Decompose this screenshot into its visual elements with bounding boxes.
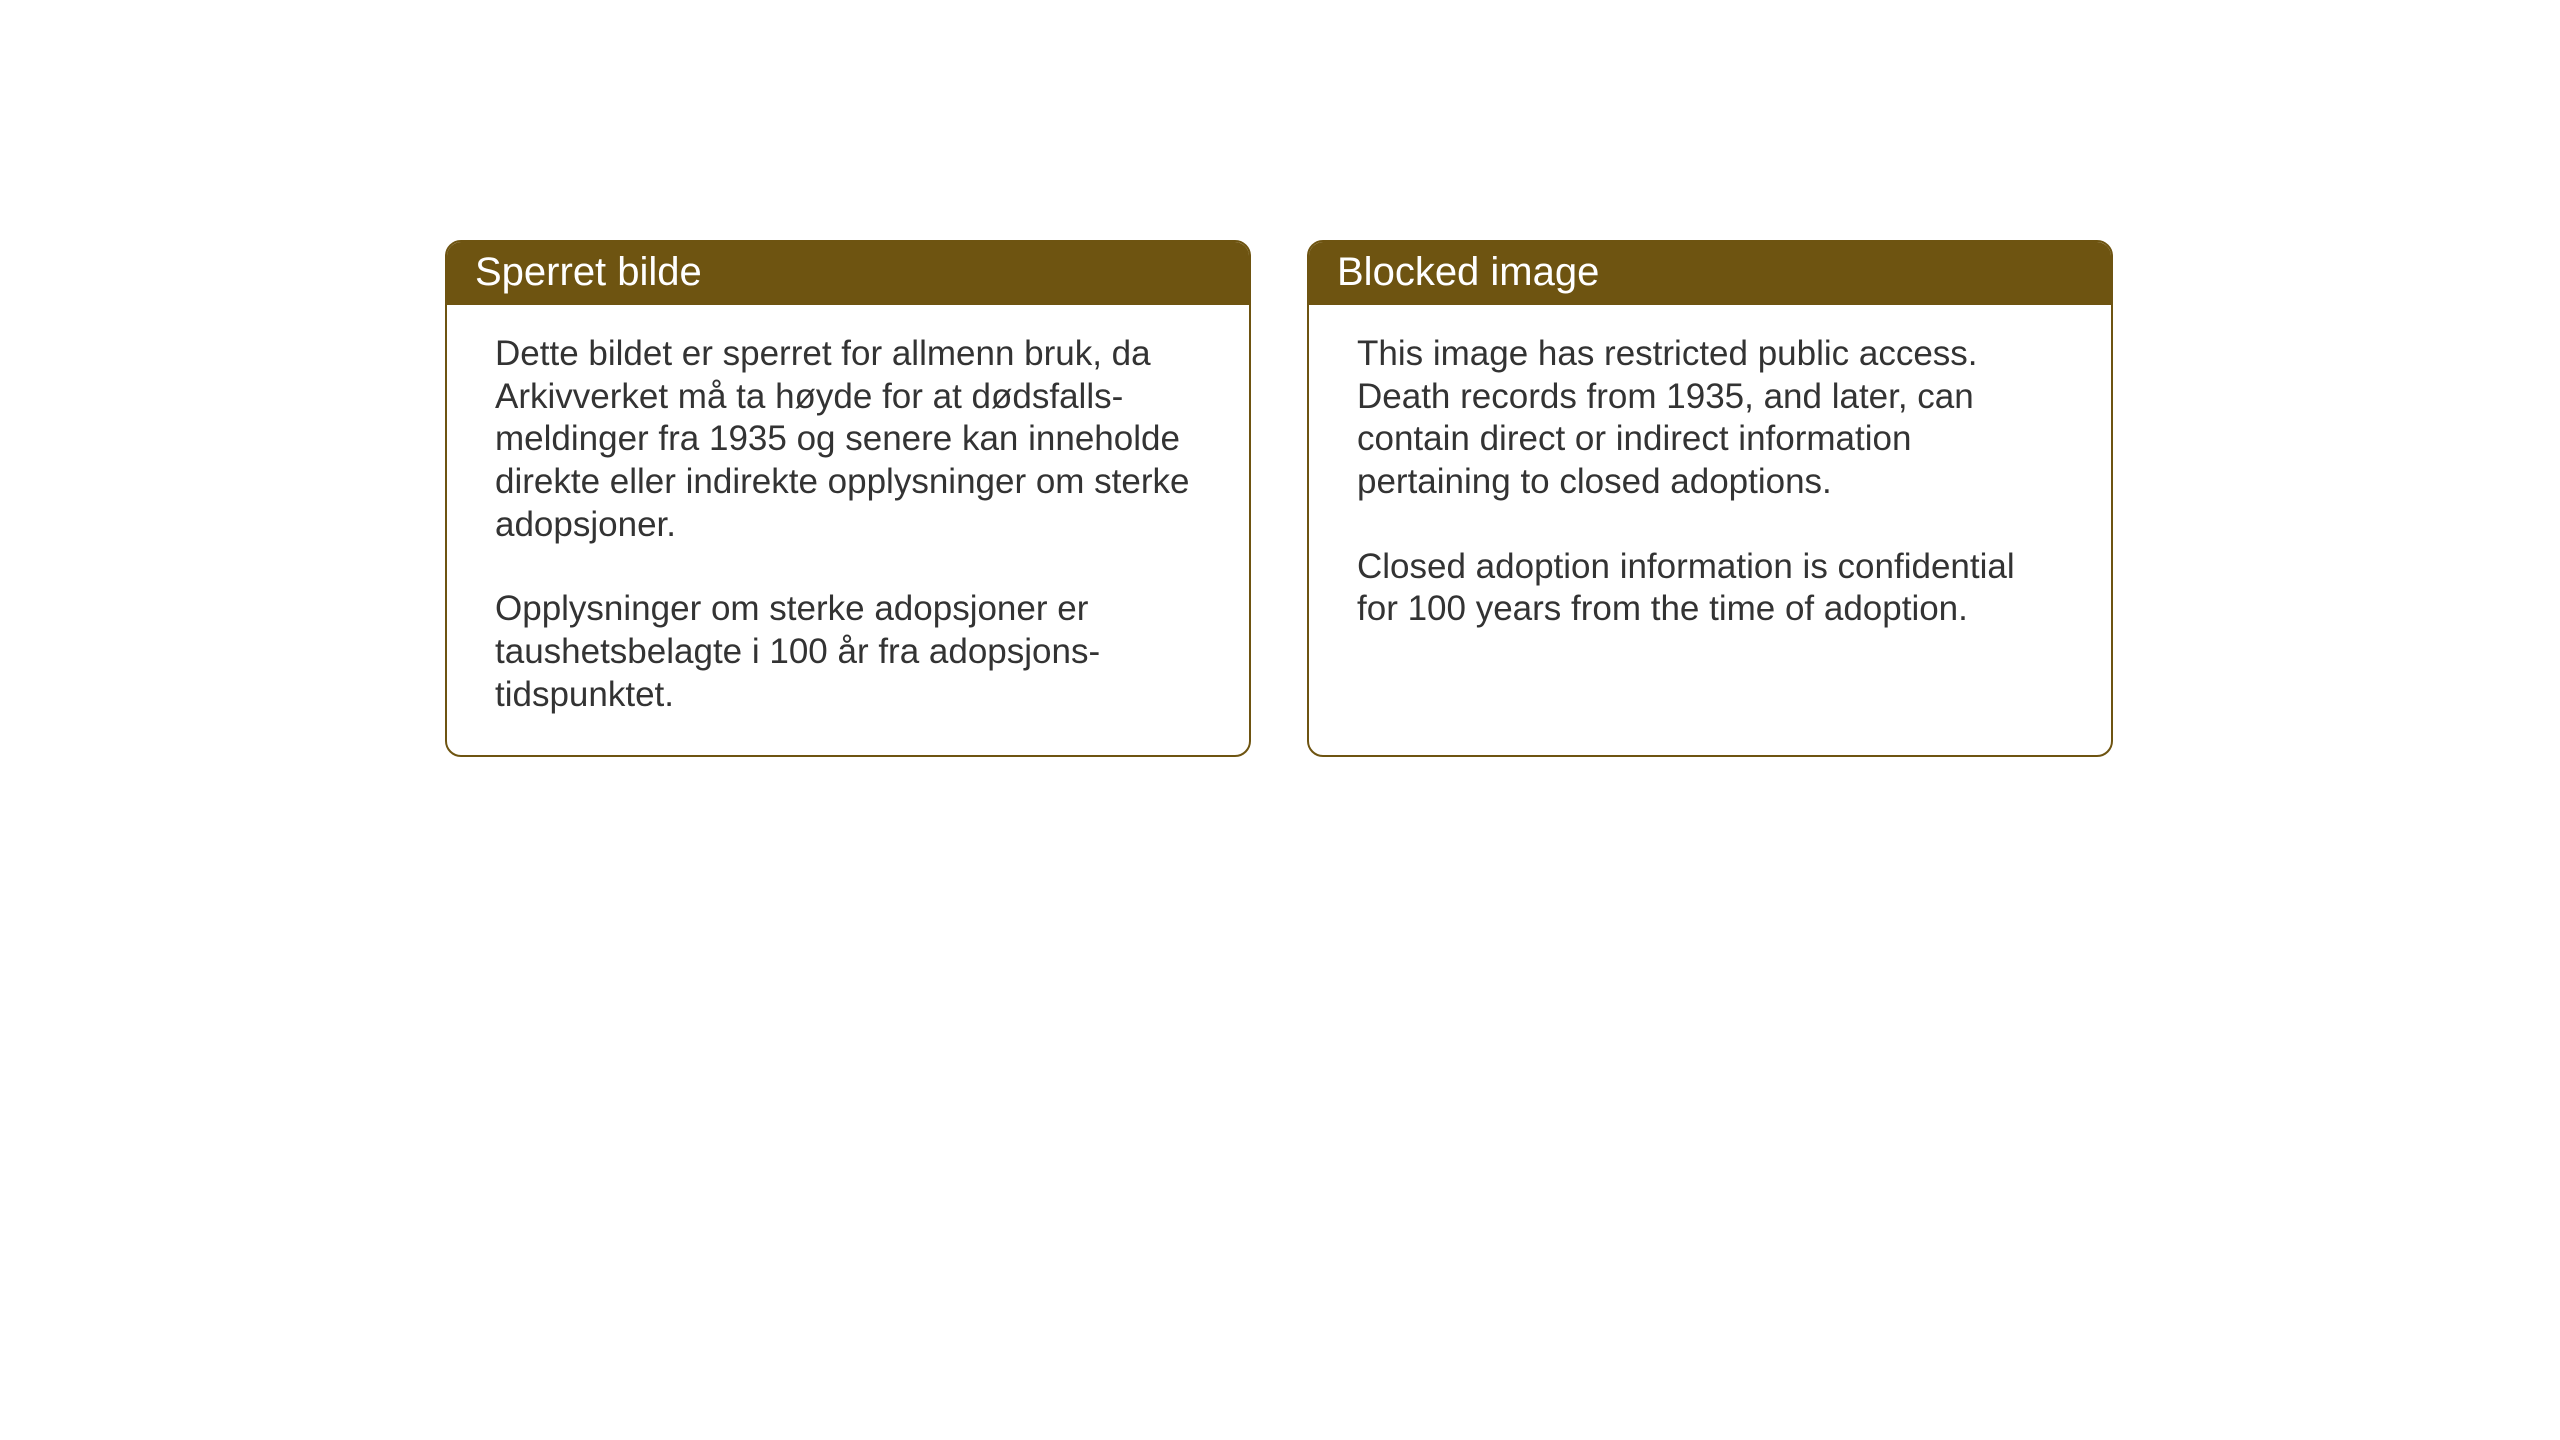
card-title-english: Blocked image [1337, 250, 1599, 294]
card-header-norwegian: Sperret bilde [447, 242, 1249, 305]
card-title-norwegian: Sperret bilde [475, 250, 702, 294]
notice-card-english: Blocked image This image has restricted … [1307, 240, 2113, 757]
notice-card-norwegian: Sperret bilde Dette bildet er sperret fo… [445, 240, 1251, 757]
card-paragraph-english-1: This image has restricted public access.… [1357, 333, 2063, 504]
card-paragraph-english-2: Closed adoption information is confident… [1357, 546, 2063, 631]
card-body-english: This image has restricted public access.… [1309, 305, 2111, 669]
card-body-norwegian: Dette bildet er sperret for allmenn bruk… [447, 305, 1249, 755]
card-paragraph-norwegian-1: Dette bildet er sperret for allmenn bruk… [495, 333, 1201, 546]
card-header-english: Blocked image [1309, 242, 2111, 305]
card-paragraph-norwegian-2: Opplysninger om sterke adopsjoner er tau… [495, 588, 1201, 716]
notice-container: Sperret bilde Dette bildet er sperret fo… [445, 240, 2113, 757]
